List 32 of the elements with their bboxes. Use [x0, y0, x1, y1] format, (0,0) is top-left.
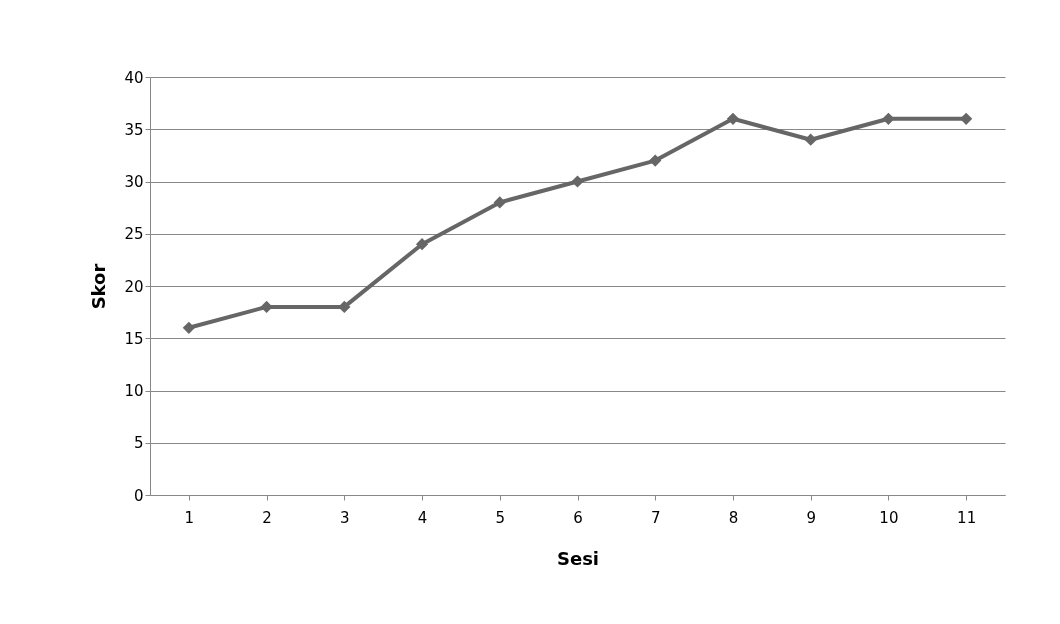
x-tick-label: 2 — [262, 508, 272, 527]
x-tick-label: 1 — [184, 508, 195, 527]
x-axis-title: Sesi — [556, 547, 600, 569]
y-axis-title: Skor — [88, 263, 110, 310]
point — [571, 175, 584, 188]
y-tick-label: 40 — [124, 68, 144, 87]
point — [493, 196, 506, 209]
point — [182, 321, 195, 334]
x-tick-label: 11 — [957, 508, 977, 527]
point — [260, 300, 273, 314]
x-tick-label: 7 — [650, 508, 661, 527]
x-tick-label: 10 — [879, 508, 899, 527]
point — [338, 300, 351, 314]
x-tick-label: 6 — [573, 508, 583, 527]
point — [960, 112, 973, 125]
point — [649, 154, 662, 167]
y-tick-label: 35 — [124, 120, 144, 139]
x-tick-label: 5 — [495, 508, 506, 527]
y-tick-label: 10 — [124, 382, 144, 400]
y-tick-label: 15 — [124, 329, 144, 348]
point — [726, 112, 740, 125]
y-tick-label: 20 — [124, 277, 144, 296]
x-tick-label: 3 — [340, 508, 350, 527]
point — [415, 238, 429, 251]
x-tick-label: 9 — [806, 508, 816, 527]
x-tick-label: 4 — [417, 508, 428, 527]
y-tick-label: 0 — [133, 486, 144, 505]
y-tick-label: 25 — [124, 225, 144, 244]
y-tick-label: 5 — [133, 434, 144, 453]
x-tick-label: 8 — [728, 508, 739, 527]
point — [804, 133, 817, 146]
y-tick-label: 30 — [124, 173, 144, 191]
